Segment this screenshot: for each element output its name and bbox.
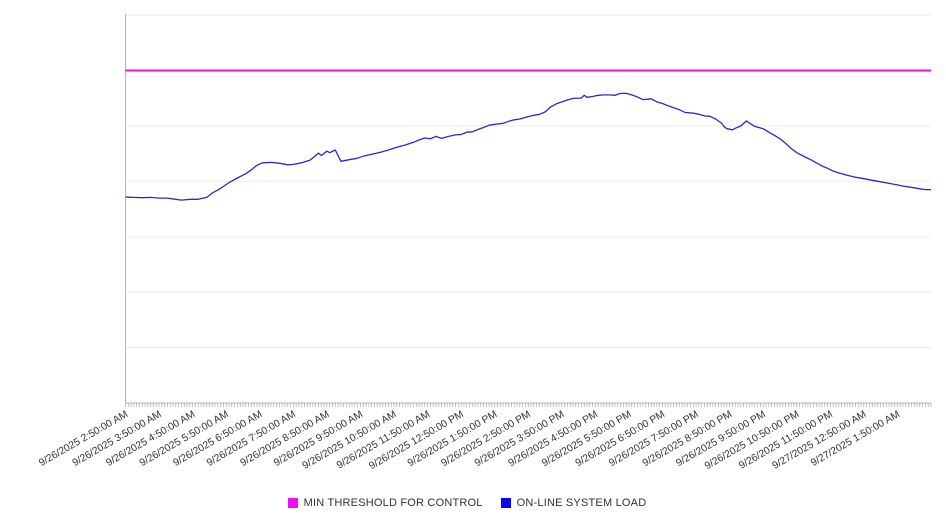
load-legend-swatch bbox=[500, 498, 511, 508]
x-axis-labels-group: 9/26/2025 2:50:00 AM9/26/2025 3:50:00 AM… bbox=[37, 409, 902, 472]
axes-group bbox=[125, 14, 931, 404]
chart-legend: MIN THRESHOLD FOR CONTROL ON-LINE SYSTEM… bbox=[0, 497, 946, 509]
online-system-load-line bbox=[125, 92, 931, 201]
load-legend-label: ON-LINE SYSTEM LOAD bbox=[516, 497, 647, 509]
threshold-legend-swatch bbox=[287, 498, 298, 508]
x-axis-minor-ticks-group bbox=[125, 403, 932, 407]
gridlines-group bbox=[125, 14, 931, 349]
threshold-legend-label: MIN THRESHOLD FOR CONTROL bbox=[303, 497, 483, 509]
